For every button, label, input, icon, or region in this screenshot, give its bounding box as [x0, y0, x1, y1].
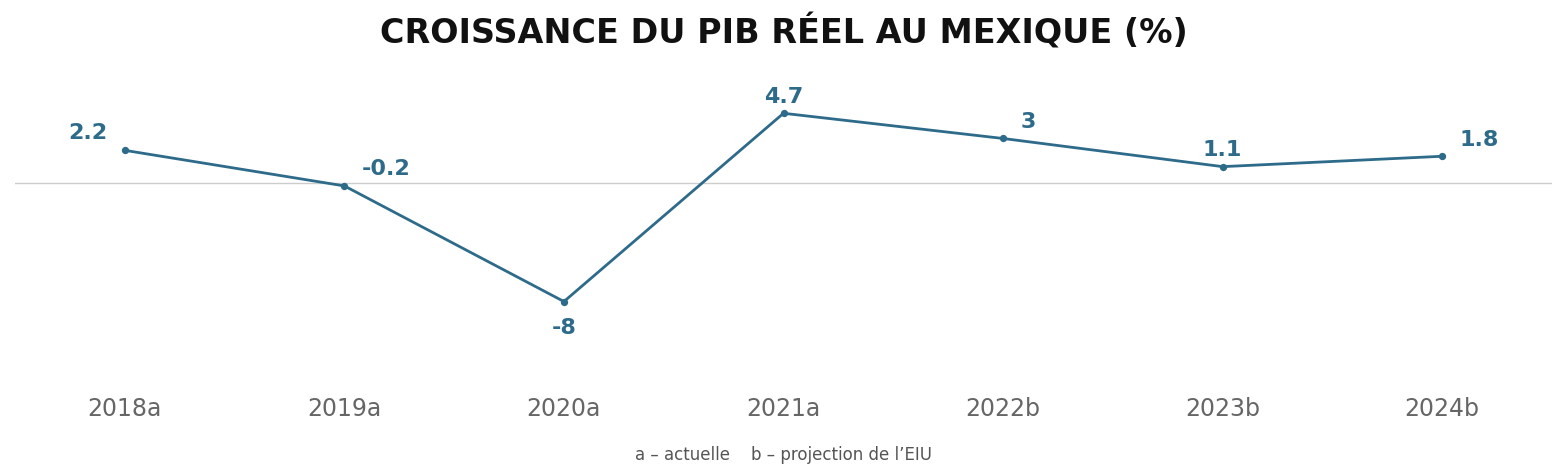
Text: 1.8: 1.8 [1460, 129, 1500, 150]
Text: a – actuelle    b – projection de l’EIU: a – actuelle b – projection de l’EIU [635, 446, 932, 464]
Point [552, 298, 577, 305]
Text: 2.2: 2.2 [67, 123, 107, 143]
Title: CROISSANCE DU PIB RÉEL AU MEXIQUE (%): CROISSANCE DU PIB RÉEL AU MEXIQUE (%) [379, 15, 1188, 51]
Point [1429, 152, 1454, 160]
Text: 3: 3 [1020, 112, 1036, 132]
Point [1210, 163, 1235, 170]
Point [113, 147, 138, 154]
Text: -0.2: -0.2 [362, 159, 411, 179]
Point [332, 182, 357, 189]
Text: 4.7: 4.7 [763, 87, 804, 106]
Point [771, 110, 796, 117]
Text: -8: -8 [552, 318, 577, 338]
Point [990, 135, 1015, 142]
Text: 1.1: 1.1 [1203, 140, 1243, 160]
